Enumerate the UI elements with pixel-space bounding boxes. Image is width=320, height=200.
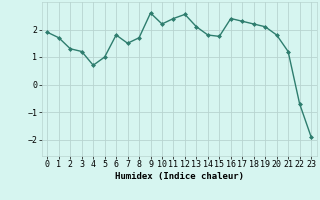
X-axis label: Humidex (Indice chaleur): Humidex (Indice chaleur)	[115, 172, 244, 181]
